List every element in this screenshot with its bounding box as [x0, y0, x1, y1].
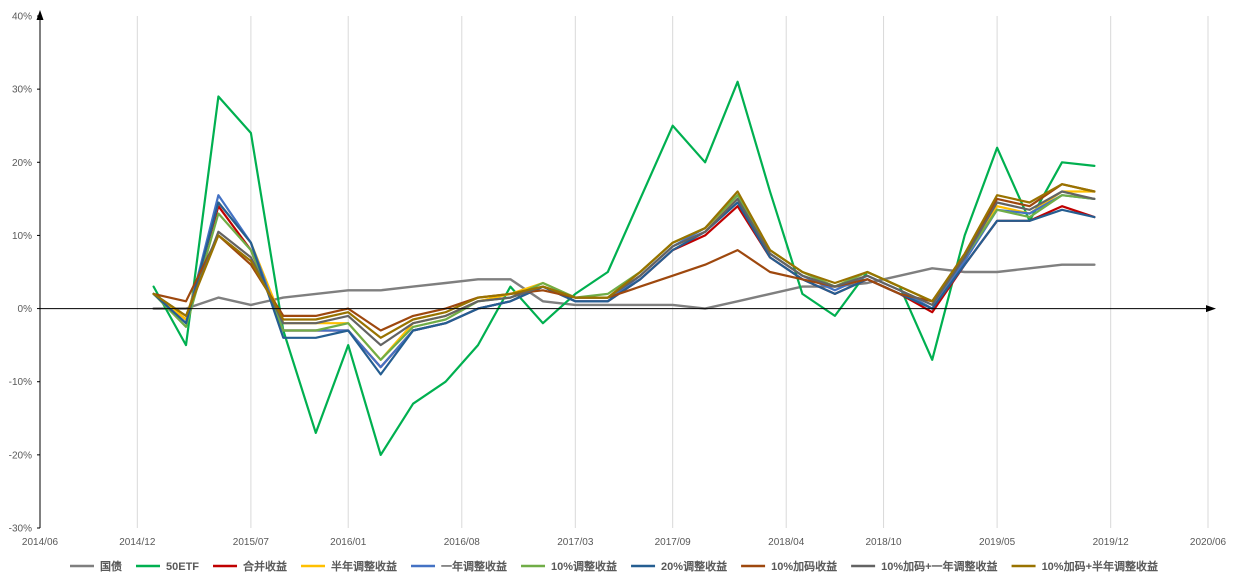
y-axis-arrow — [36, 10, 44, 20]
y-tick-label: -30% — [9, 524, 32, 535]
legend-label: 半年调整收益 — [331, 559, 397, 573]
x-tick-label: 2014/06 — [22, 537, 59, 548]
x-tick-label: 2014/12 — [119, 537, 156, 548]
legend-label: 10%加码+半年调整收益 — [1042, 559, 1158, 573]
x-tick-label: 2016/08 — [444, 537, 481, 548]
legend-label: 10%加码+一年调整收益 — [881, 559, 997, 573]
series-line — [152, 201, 1096, 376]
axis-layer — [36, 10, 1216, 528]
x-tick-label: 2016/01 — [330, 537, 367, 548]
legend-label: 20%调整收益 — [661, 559, 727, 573]
x-tick-label: 2017/09 — [655, 537, 692, 548]
x-tick-label: 2017/03 — [557, 537, 594, 548]
legend-label: 一年调整收益 — [441, 559, 507, 573]
legend-label: 10%加码收益 — [771, 559, 837, 573]
grid-layer — [136, 16, 1209, 528]
series-line — [152, 80, 1096, 456]
legend-label: 国债 — [100, 559, 122, 573]
y-axis-ticks: -30% -20% -10% 0% 10% 20% 30% 40% — [9, 12, 40, 535]
legend: 国债 50ETF 合并收益 半年调整收益 一年调整收益 10%调整收益 20%调整收益 10%… — [70, 559, 1158, 573]
series-line — [152, 263, 1096, 310]
series-line — [152, 183, 1096, 339]
series-layer — [152, 80, 1096, 456]
x-tick-label: 2020/06 — [1190, 537, 1227, 548]
x-axis-arrow — [1206, 305, 1216, 313]
legend-label: 50ETF — [166, 561, 199, 573]
x-tick-label: 2019/05 — [979, 537, 1016, 548]
x-tick-label: 2018/04 — [768, 537, 805, 548]
series-line — [152, 190, 1096, 347]
legend-label: 10%调整收益 — [551, 559, 617, 573]
legend-label: 合并收益 — [243, 559, 287, 573]
y-tick-label: -10% — [9, 377, 32, 388]
y-tick-label: 0% — [18, 304, 33, 315]
y-tick-label: 10% — [12, 231, 32, 242]
y-tick-label: 40% — [12, 12, 32, 23]
y-tick-label: 20% — [12, 158, 32, 169]
y-tick-label: -20% — [9, 450, 32, 461]
x-axis-ticks: 2014/06 2014/12 2015/07 2016/01 2016/08 2017/… — [22, 537, 1227, 548]
y-tick-label: 30% — [12, 85, 32, 96]
x-tick-label: 2018/10 — [865, 537, 902, 548]
x-tick-label: 2019/12 — [1093, 537, 1130, 548]
x-tick-label: 2015/07 — [233, 537, 270, 548]
